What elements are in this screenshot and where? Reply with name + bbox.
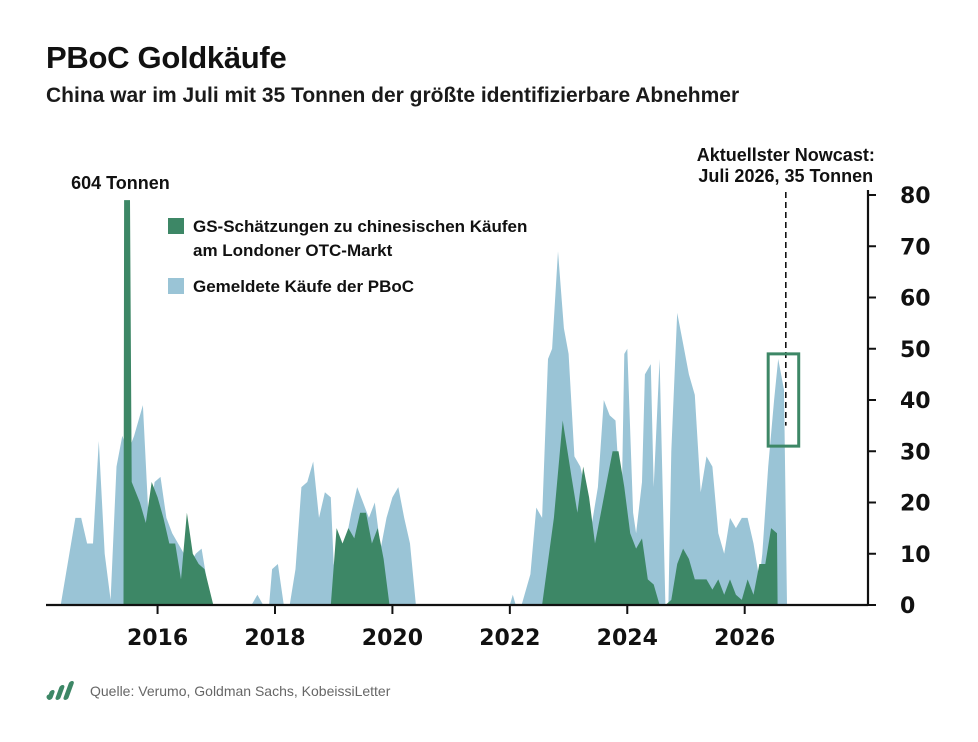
y-tick-label: 30 xyxy=(900,440,931,465)
nowcast-label-line2: Juli 2026, 35 Tonnen xyxy=(698,166,873,186)
peak-label: 604 Tonnen xyxy=(71,173,170,193)
x-tick-label: 2018 xyxy=(244,626,305,651)
page-subtitle: China war im Juli mit 35 Tonnen der größ… xyxy=(46,84,740,107)
nowcast-highlight-box xyxy=(766,352,801,448)
x-tick-label: 2020 xyxy=(362,626,423,651)
legend-label-gs-line1: GS-Schätzungen zu chinesischen Käufen xyxy=(193,217,527,236)
bar-chart-logo-icon xyxy=(46,681,74,700)
y-tick-label: 40 xyxy=(900,389,931,414)
y-tick-label: 0 xyxy=(900,594,915,619)
x-tick-label: 2026 xyxy=(714,626,775,651)
x-tick-label: 2016 xyxy=(127,626,188,651)
y-tick-label: 20 xyxy=(900,492,931,517)
page-title: PBoC Goldkäufe xyxy=(46,40,287,75)
x-tick-label: 2022 xyxy=(479,626,540,651)
nowcast-label-line1: Aktuellster Nowcast: xyxy=(697,145,875,165)
legend-label-pboc: Gemeldete Käufe der PBoC xyxy=(193,277,414,296)
legend-swatch-gs xyxy=(168,218,184,234)
legend-swatch-pboc xyxy=(168,278,184,294)
gs-estimate-area xyxy=(123,200,778,605)
y-tick-label: 10 xyxy=(900,543,931,568)
y-tick-label: 80 xyxy=(900,184,931,209)
y-tick-label: 70 xyxy=(900,235,931,260)
y-tick-label: 60 xyxy=(900,287,931,312)
legend-label-gs-line2: am Londoner OTC-Markt xyxy=(193,241,393,260)
x-tick-label: 2024 xyxy=(597,626,658,651)
y-tick-label: 50 xyxy=(900,338,931,363)
source-note: Quelle: Verumo, Goldman Sachs, KobeissiL… xyxy=(90,683,391,699)
